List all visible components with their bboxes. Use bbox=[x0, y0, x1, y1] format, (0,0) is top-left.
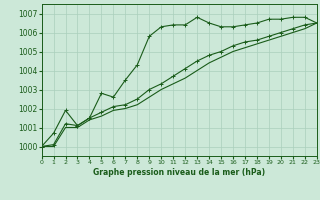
X-axis label: Graphe pression niveau de la mer (hPa): Graphe pression niveau de la mer (hPa) bbox=[93, 168, 265, 177]
